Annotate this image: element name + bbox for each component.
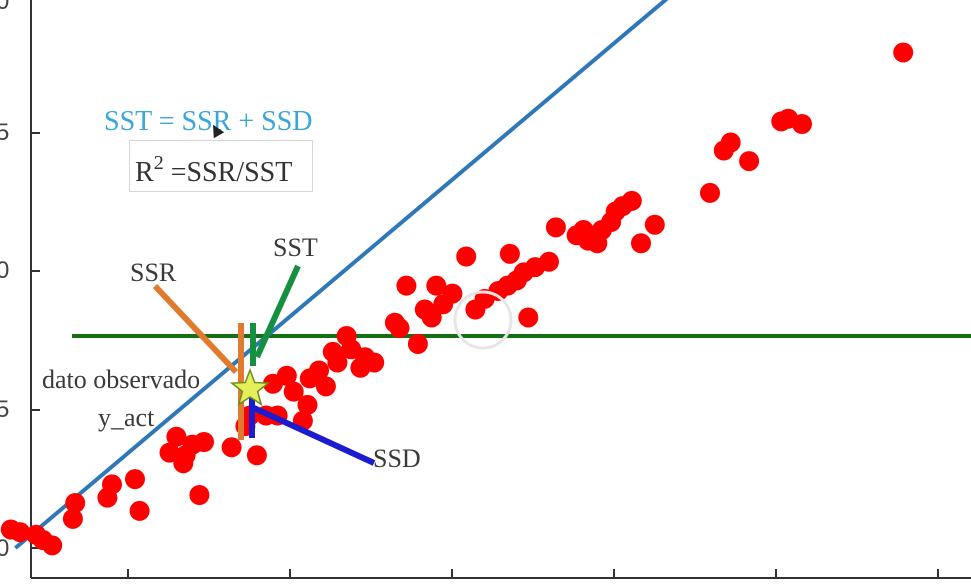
data-point [10, 522, 30, 543]
data-point [194, 432, 214, 452]
data-point [159, 442, 180, 463]
data-point [700, 182, 720, 203]
ssr-pointer [152, 283, 239, 375]
data-point [221, 437, 242, 458]
sst-label: SST [273, 233, 318, 262]
data-point [189, 485, 210, 505]
data-point [631, 233, 651, 254]
data-point [644, 214, 665, 235]
observed-point-star-icon [229, 367, 271, 407]
data-point [389, 318, 410, 339]
error-segments [152, 264, 513, 466]
cursor-ring-icon [453, 290, 513, 350]
ssd-label: SSD [373, 444, 421, 473]
y-tick-label: 0 [0, 257, 10, 284]
y-tick-label: 0 [0, 535, 10, 562]
r2-equation-box [129, 140, 313, 192]
data-point [364, 352, 385, 373]
data-point [442, 283, 463, 304]
data-point [309, 360, 329, 381]
data-point [65, 492, 86, 513]
data-point [297, 394, 318, 415]
y-tick-label: 0 [0, 0, 10, 15]
y-act-label: y_act [98, 403, 155, 432]
data-point [421, 307, 442, 328]
axes [30, 0, 971, 579]
data-point [396, 275, 417, 296]
data-point [739, 151, 760, 172]
ssr-label: SSR [130, 258, 177, 287]
sst-pointer [254, 264, 301, 359]
data-point [327, 352, 348, 373]
ssd-pointer [252, 405, 376, 466]
data-point [129, 500, 150, 521]
data-point [246, 445, 267, 466]
data-point [792, 114, 812, 134]
data-point [315, 376, 336, 397]
regression-line-group [14, 0, 669, 550]
regression-line [14, 0, 669, 550]
sst-equation: SST = SSR + SSD [104, 106, 313, 137]
data-point [539, 251, 559, 272]
data-point [456, 246, 477, 267]
data-point [102, 474, 122, 495]
data-point [166, 426, 187, 447]
data-point [720, 132, 741, 153]
r2-exponent: 2 [153, 152, 164, 174]
data-point [125, 469, 145, 490]
data-point [42, 535, 63, 556]
data-point [545, 217, 566, 238]
data-points [0, 42, 914, 556]
data-point [426, 275, 447, 296]
data-point [893, 42, 914, 63]
data-point [621, 190, 642, 211]
data-point [499, 243, 520, 264]
r2-base: R [135, 157, 154, 188]
data-point [283, 381, 304, 402]
y-tick-label: 5 [0, 396, 10, 423]
data-point [407, 333, 428, 354]
data-point [62, 508, 83, 529]
observed-point-label: dato observado [42, 365, 201, 394]
y-tick-label: 5 [0, 119, 10, 146]
data-point [276, 365, 297, 386]
data-point [518, 307, 539, 328]
r2-equation: R2 =SSR/SST [135, 152, 292, 189]
r2-rest: =SSR/SST [163, 157, 293, 188]
